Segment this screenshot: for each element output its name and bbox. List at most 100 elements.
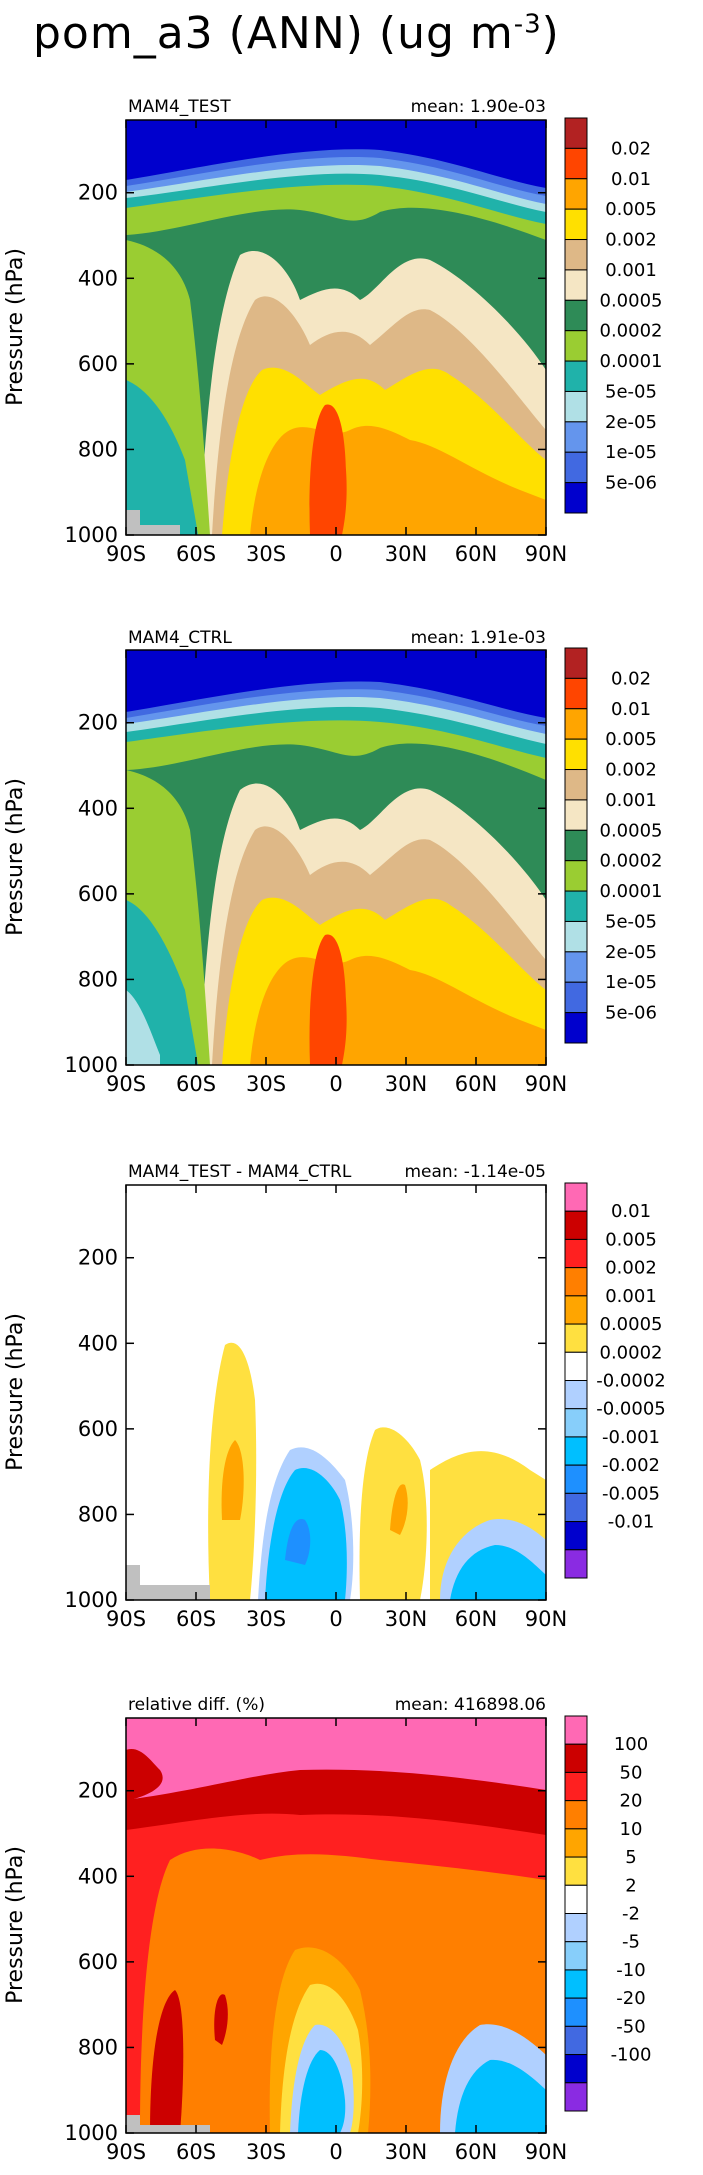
x-tick-label: 60S xyxy=(176,542,216,566)
x-tick-label: 60N xyxy=(455,2140,497,2164)
colorbar-swatch xyxy=(564,1884,588,1915)
y-axis-label: Pressure (hPa) xyxy=(3,1313,28,1471)
panel-label: relative diff. (%) xyxy=(128,1695,265,1715)
x-tick-label: 30S xyxy=(246,1607,286,1631)
colorbar-label: 0.001 xyxy=(605,790,657,811)
x-tick-label: 90S xyxy=(106,2140,146,2164)
colorbar-label: -50 xyxy=(616,2016,645,2037)
colorbar-swatch xyxy=(564,860,588,892)
colorbar-label: 0.0001 xyxy=(600,351,663,372)
y-axis-label: Pressure (hPa) xyxy=(3,248,28,406)
colorbar-label: -20 xyxy=(616,1988,645,2009)
colorbar-label: 0.005 xyxy=(605,1229,657,1250)
colorbar-label: -0.01 xyxy=(608,1512,655,1533)
colorbar-label: 0.0002 xyxy=(600,851,663,872)
axis-ticks: 90S 60S 30S 0 30N 60N 90N 200 400 600 800 1000 xyxy=(65,1185,567,1631)
colorbar-swatch xyxy=(564,1800,588,1830)
x-tick-label: 90N xyxy=(525,1072,567,1096)
colorbar-swatch xyxy=(564,769,588,801)
colorbar-label: 0.0005 xyxy=(600,820,663,841)
contour-field-diff xyxy=(126,1185,546,1600)
colorbar-label: -2 xyxy=(622,1904,640,1925)
colorbar-label: -0.001 xyxy=(602,1427,660,1448)
colorbar-swatch xyxy=(564,920,588,953)
colorbar-label: 0.01 xyxy=(611,1201,651,1222)
colorbar-label: -0.0005 xyxy=(596,1399,665,1420)
colorbar-label: 2e-05 xyxy=(605,412,657,433)
colorbar-swatch xyxy=(564,1521,588,1551)
colorbar-label: 0.002 xyxy=(605,230,657,251)
colorbar-swatch xyxy=(564,117,588,149)
colorbar-label: 0.0005 xyxy=(600,1314,663,1335)
colorbar-label: -5 xyxy=(622,1932,640,1953)
y-tick-label: 1000 xyxy=(65,1588,118,1612)
y-axis-label: Pressure (hPa) xyxy=(3,778,28,936)
colorbar-label: 1e-05 xyxy=(605,972,657,993)
y-tick-label: 200 xyxy=(78,1246,118,1270)
colorbar-label: 2e-05 xyxy=(605,942,657,963)
mean-label: mean: -1.14e-05 xyxy=(404,1162,546,1182)
colorbar-swatch xyxy=(564,390,588,423)
y-tick-label: 800 xyxy=(78,437,118,461)
y-tick-label: 800 xyxy=(78,967,118,991)
x-tick-label: 30N xyxy=(385,1607,427,1631)
colorbar-label: 20 xyxy=(620,1791,643,1812)
colorbar-label: 0.0002 xyxy=(600,321,663,342)
colorbar-label: 0.005 xyxy=(605,729,657,750)
colorbar-label: 2 xyxy=(625,1875,636,1896)
colorbar-swatch xyxy=(564,1715,588,1745)
colorbar-label: 5e-05 xyxy=(605,911,657,932)
colorbar-label: 0.02 xyxy=(611,138,651,159)
y-tick-label: 400 xyxy=(78,1331,118,1355)
x-tick-label: 60N xyxy=(455,542,497,566)
x-tick-label: 30N xyxy=(385,2140,427,2164)
colorbar-swatch xyxy=(564,1492,588,1523)
colorbar-label: 10 xyxy=(620,1819,643,1840)
colorbar-swatch xyxy=(564,738,588,771)
y-tick-label: 400 xyxy=(78,796,118,820)
y-tick-label: 800 xyxy=(78,1502,118,1526)
colorbar-label: 5 xyxy=(625,1847,636,1868)
x-tick-label: 30N xyxy=(385,1072,427,1096)
mean-label: mean: 416898.06 xyxy=(395,1695,546,1715)
colorbar-label: 5e-05 xyxy=(605,381,657,402)
colorbar-swatch xyxy=(564,981,588,1014)
x-tick-label: 30S xyxy=(246,1072,286,1096)
colorbar-swatch xyxy=(564,2082,588,2112)
x-tick-label: 90N xyxy=(525,542,567,566)
colorbar-swatch xyxy=(564,330,588,362)
colorbar-swatch xyxy=(564,2025,588,2056)
colorbar-label: 5e-06 xyxy=(605,473,657,494)
x-tick-label: 60S xyxy=(176,2140,216,2164)
colorbar: 0.02 0.01 0.005 0.002 0.001 0.0005 0.0002 0.000… xyxy=(564,117,663,514)
colorbar-label: 0.0001 xyxy=(600,881,663,902)
y-tick-label: 400 xyxy=(78,1864,118,1888)
x-tick-label: 30S xyxy=(246,542,286,566)
colorbar-swatch xyxy=(564,1549,588,1579)
x-tick-label: 0 xyxy=(329,1607,342,1631)
contour-field-reldiff xyxy=(126,1718,546,2133)
colorbar-swatch xyxy=(564,1997,588,2027)
colorbar-label: 1e-05 xyxy=(605,442,657,463)
colorbar-swatch xyxy=(564,799,588,831)
colorbar: 100 50 20 10 5 2 -2 -5 -10 -20 -50 -100 xyxy=(564,1715,651,2112)
colorbar-label: 0.001 xyxy=(605,260,657,281)
y-tick-label: 600 xyxy=(78,1417,118,1441)
contour-field-test xyxy=(126,120,546,535)
colorbar-label: -0.0002 xyxy=(596,1371,665,1392)
colorbar-swatch xyxy=(564,1408,588,1438)
y-tick-label: 1000 xyxy=(65,2121,118,2145)
colorbar-swatch xyxy=(564,2054,588,2084)
mean-label: mean: 1.91e-03 xyxy=(411,628,546,648)
x-tick-label: 60S xyxy=(176,1607,216,1631)
x-tick-label: 0 xyxy=(329,2140,342,2164)
y-tick-label: 600 xyxy=(78,1950,118,1974)
colorbar-label: 0.005 xyxy=(605,199,657,220)
colorbar-label: -10 xyxy=(616,1960,645,1981)
panel-mam4-ctrl: MAM4_CTRL mean: 1.91e-03 Pressure (hPa) … xyxy=(3,628,662,1096)
colorbar-swatch xyxy=(564,1380,588,1410)
colorbar: 0.02 0.01 0.005 0.002 0.001 0.0005 0.0002 0.000… xyxy=(564,647,663,1044)
y-tick-label: 800 xyxy=(78,2035,118,2059)
x-tick-label: 30N xyxy=(385,542,427,566)
y-tick-label: 600 xyxy=(78,882,118,906)
